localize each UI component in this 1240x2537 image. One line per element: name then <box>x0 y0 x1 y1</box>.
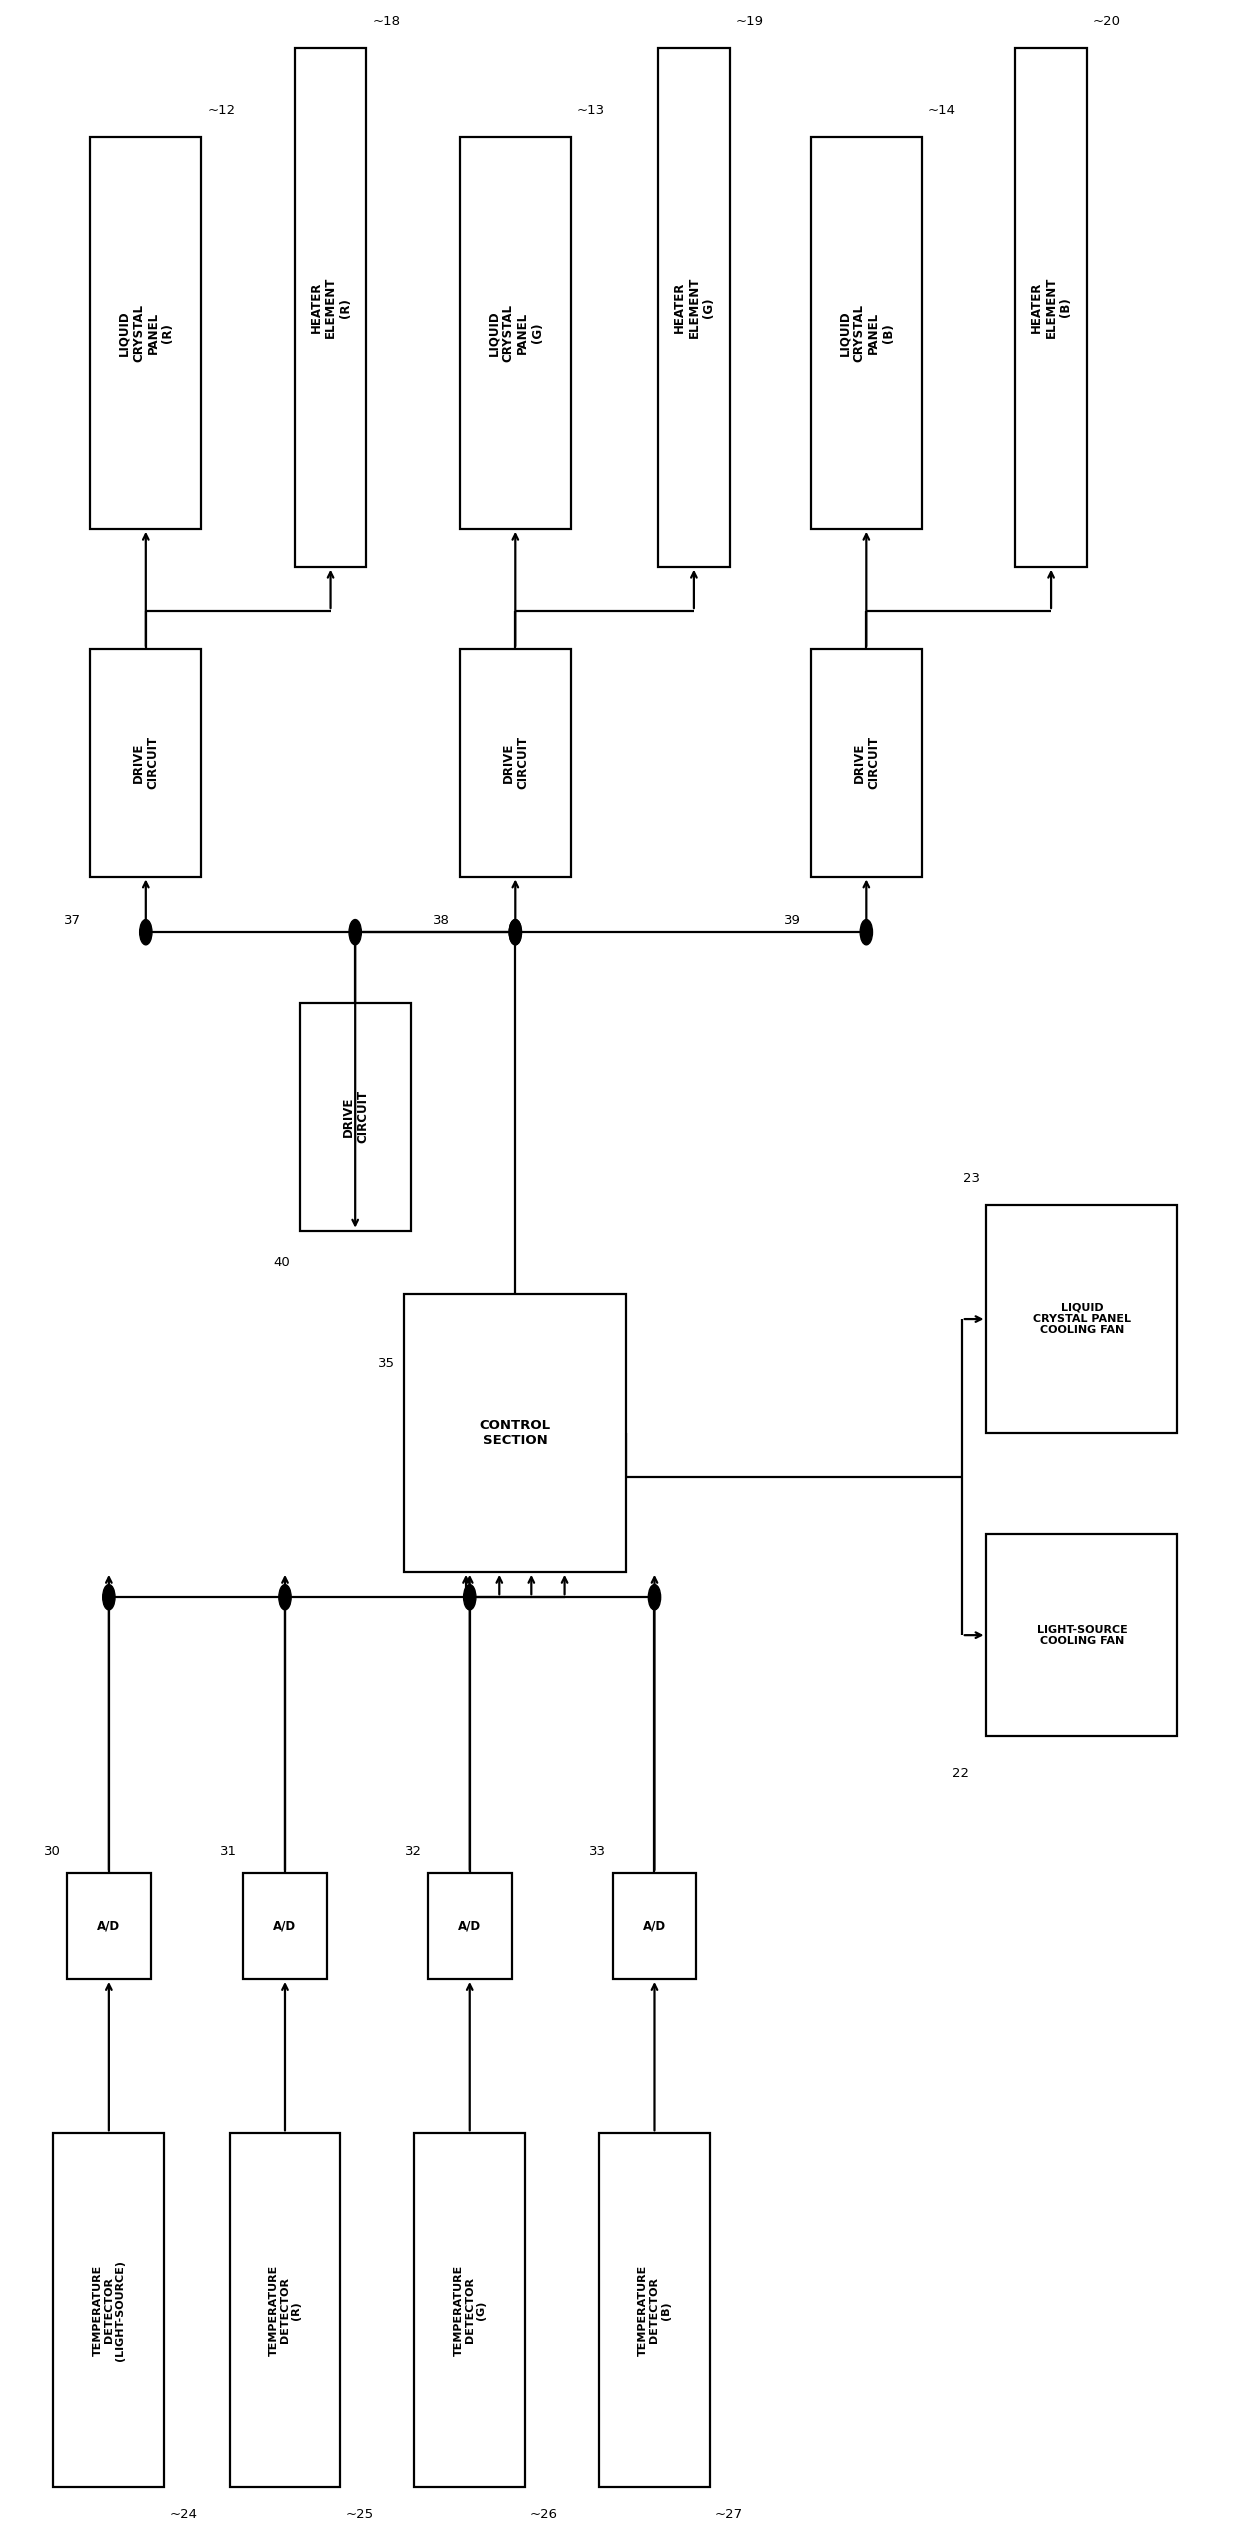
Text: ~24: ~24 <box>169 2507 197 2522</box>
Bar <box>460 137 570 528</box>
Bar <box>404 1294 626 1573</box>
Bar <box>987 1535 1177 1735</box>
Bar <box>613 1872 697 1979</box>
Text: 32: 32 <box>404 1844 422 1857</box>
Text: TEMPERATURE
DETECTOR
(B): TEMPERATURE DETECTOR (B) <box>639 2266 671 2357</box>
Text: TEMPERATURE
DETECTOR
(G): TEMPERATURE DETECTOR (G) <box>454 2266 486 2357</box>
Circle shape <box>649 1586 661 1611</box>
Text: LIQUID
CRYSTAL PANEL
COOLING FAN: LIQUID CRYSTAL PANEL COOLING FAN <box>1033 1304 1131 1334</box>
Bar <box>658 48 729 566</box>
Text: 30: 30 <box>43 1844 61 1857</box>
Bar <box>243 1872 327 1979</box>
Text: ~14: ~14 <box>928 104 956 117</box>
Bar <box>460 649 570 878</box>
Text: LIQUID
CRYSTAL
PANEL
(R): LIQUID CRYSTAL PANEL (R) <box>118 304 174 363</box>
Bar <box>414 2134 526 2486</box>
Text: LIQUID
CRYSTAL
PANEL
(G): LIQUID CRYSTAL PANEL (G) <box>487 304 543 363</box>
Text: ~19: ~19 <box>735 15 764 28</box>
Circle shape <box>464 1586 476 1611</box>
Text: 22: 22 <box>952 1766 968 1778</box>
Bar <box>91 137 201 528</box>
Circle shape <box>510 918 522 944</box>
Bar <box>91 649 201 878</box>
Text: ~27: ~27 <box>714 2507 743 2522</box>
Text: HEATER
ELEMENT
(G): HEATER ELEMENT (G) <box>673 277 715 337</box>
Text: 37: 37 <box>63 913 81 929</box>
Text: DRIVE
CIRCUIT: DRIVE CIRCUIT <box>131 736 160 789</box>
Text: 31: 31 <box>219 1844 237 1857</box>
Bar <box>229 2134 341 2486</box>
Text: 40: 40 <box>273 1256 290 1268</box>
Bar <box>811 649 921 878</box>
Text: DRIVE
CIRCUIT: DRIVE CIRCUIT <box>341 1091 370 1144</box>
Text: ~12: ~12 <box>207 104 236 117</box>
Circle shape <box>510 918 522 944</box>
Bar <box>987 1205 1177 1433</box>
Circle shape <box>348 918 361 944</box>
Text: HEATER
ELEMENT
(R): HEATER ELEMENT (R) <box>310 277 352 337</box>
Text: ~18: ~18 <box>372 15 401 28</box>
Text: 39: 39 <box>784 913 801 929</box>
Text: CONTROL
SECTION: CONTROL SECTION <box>480 1418 551 1446</box>
Bar <box>599 2134 711 2486</box>
Bar <box>1016 48 1086 566</box>
Text: A/D: A/D <box>97 1921 120 1933</box>
Text: A/D: A/D <box>458 1921 481 1933</box>
Bar <box>295 48 366 566</box>
Bar <box>53 2134 164 2486</box>
Text: LIGHT-SOURCE
COOLING FAN: LIGHT-SOURCE COOLING FAN <box>1037 1624 1127 1647</box>
Bar <box>811 137 921 528</box>
Text: LIQUID
CRYSTAL
PANEL
(B): LIQUID CRYSTAL PANEL (B) <box>838 304 894 363</box>
Text: ~26: ~26 <box>529 2507 558 2522</box>
Text: 33: 33 <box>589 1844 606 1857</box>
Circle shape <box>103 1586 115 1611</box>
Circle shape <box>861 918 873 944</box>
Text: 23: 23 <box>963 1172 981 1185</box>
Text: A/D: A/D <box>274 1921 296 1933</box>
Text: DRIVE
CIRCUIT: DRIVE CIRCUIT <box>501 736 529 789</box>
Text: A/D: A/D <box>642 1921 666 1933</box>
Text: DRIVE
CIRCUIT: DRIVE CIRCUIT <box>853 736 880 789</box>
Text: ~20: ~20 <box>1092 15 1121 28</box>
Text: ~13: ~13 <box>577 104 605 117</box>
Text: TEMPERATURE
DETECTOR
(R): TEMPERATURE DETECTOR (R) <box>269 2266 301 2357</box>
Circle shape <box>140 918 153 944</box>
Text: 35: 35 <box>378 1357 394 1370</box>
Text: 38: 38 <box>433 913 450 929</box>
Bar <box>300 1002 410 1230</box>
Text: TEMPERATURE
DETECTOR
(LIGHT-SOURCE): TEMPERATURE DETECTOR (LIGHT-SOURCE) <box>93 2260 125 2362</box>
Bar <box>428 1872 512 1979</box>
Bar <box>67 1872 151 1979</box>
Text: ~25: ~25 <box>345 2507 373 2522</box>
Text: HEATER
ELEMENT
(B): HEATER ELEMENT (B) <box>1030 277 1073 337</box>
Circle shape <box>279 1586 291 1611</box>
